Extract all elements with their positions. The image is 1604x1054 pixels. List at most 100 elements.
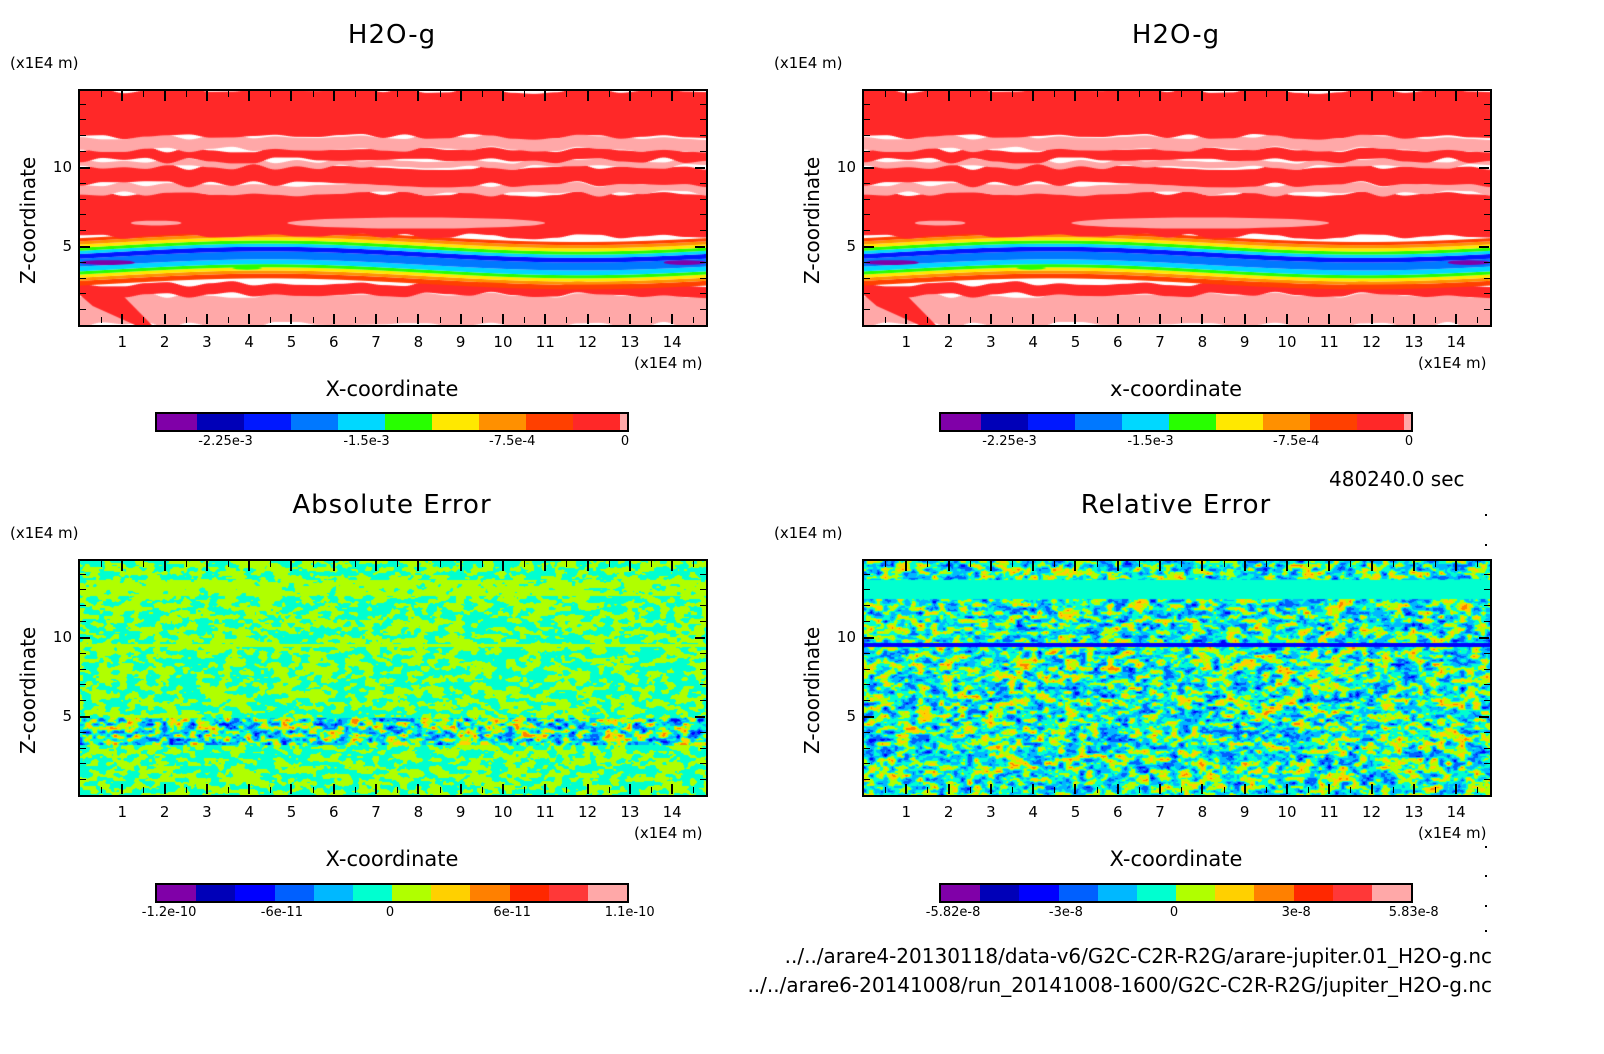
x-major-tick [1074, 91, 1077, 101]
x-axis-label: X-coordinate [325, 847, 459, 871]
x-major-tick [1201, 91, 1204, 101]
x-major-tick [1455, 784, 1458, 794]
x-minor-tick [524, 91, 526, 97]
x-minor-tick [270, 317, 272, 323]
x-tick-label: 7 [1155, 803, 1165, 821]
x-major-tick [1074, 561, 1077, 571]
x-tick-label: 4 [1028, 333, 1038, 351]
x-major-tick [205, 561, 208, 571]
y-minor-tick [864, 779, 870, 781]
x-minor-tick [1350, 91, 1352, 97]
plot-area [78, 89, 708, 327]
y-minor-tick [1484, 779, 1490, 781]
x-minor-tick [693, 787, 695, 793]
y-minor-tick [700, 293, 706, 295]
y-tick-label: 10 [52, 157, 72, 176]
x-minor-tick [1138, 561, 1140, 567]
colorbar-swatch [1215, 885, 1255, 901]
y-minor-tick [80, 763, 86, 765]
y-minor-tick [80, 182, 86, 184]
x-tick-label: 1 [901, 333, 912, 351]
y-major-tick [864, 245, 874, 248]
y-minor-tick [700, 214, 706, 216]
x-tick-label: 2 [943, 333, 954, 351]
x-tick-label: 12 [1362, 803, 1382, 821]
x-tick-label: 14 [662, 803, 682, 821]
colorbar-tick-label: -3e-8 [1048, 905, 1083, 920]
colorbar-swatch [941, 885, 981, 901]
x-axis-label: X-coordinate [325, 377, 459, 401]
x-tick-label: 7 [371, 803, 381, 821]
colorbar-swatch [274, 885, 314, 901]
x-major-tick [905, 561, 908, 571]
x-major-tick [1455, 561, 1458, 571]
x-tick-label: 7 [371, 333, 381, 351]
y-minor-tick [1484, 103, 1490, 105]
x-major-tick [905, 314, 908, 324]
x-minor-tick [1308, 787, 1310, 793]
x-major-tick [1116, 314, 1119, 324]
y-minor-tick [700, 103, 706, 105]
y-minor-tick [80, 700, 86, 702]
x-minor-tick [354, 317, 356, 323]
x-major-tick [501, 91, 504, 101]
colorbar-swatch [1097, 885, 1137, 901]
x-minor-tick [1392, 91, 1394, 97]
contour-field [80, 91, 706, 325]
y-minor-tick [700, 198, 706, 200]
x-tick-label: 2 [943, 803, 954, 821]
colorbar [939, 883, 1413, 903]
x-major-tick [1285, 91, 1288, 101]
colorbar-tick-label: -6e-11 [260, 905, 303, 920]
x-minor-tick [1223, 787, 1225, 793]
colorbar-tick-label: -1.5e-3 [1127, 434, 1174, 449]
colorbar-swatch [1121, 414, 1169, 430]
x-tick-label: 14 [1446, 333, 1466, 351]
x-minor-tick [312, 317, 314, 323]
x-tick-label: 7 [1155, 333, 1165, 351]
y-minor-tick [1484, 214, 1490, 216]
y-tick-label: 10 [52, 627, 72, 646]
y-minor-tick [864, 621, 870, 623]
x-major-tick [671, 784, 674, 794]
x-tick-label: 10 [1277, 803, 1297, 821]
x-major-tick [1116, 91, 1119, 101]
x-minor-tick [1181, 787, 1183, 793]
y-minor-tick [80, 589, 86, 591]
x-tick-label: 9 [1239, 333, 1250, 351]
x-major-tick [544, 784, 547, 794]
y-minor-tick [864, 261, 870, 263]
y-minor-tick [80, 621, 86, 623]
y-minor-tick [864, 277, 870, 279]
x-unit-label: (x1E4 m) [1418, 354, 1487, 372]
x-major-tick [417, 561, 420, 571]
x-major-tick [248, 784, 251, 794]
y-axis-label: Z-coordinate [16, 626, 40, 754]
x-minor-tick [1138, 91, 1140, 97]
x-minor-tick [101, 91, 103, 97]
colorbar-swatch [1027, 414, 1075, 430]
x-major-tick [375, 561, 378, 571]
colorbar-swatch [157, 885, 197, 901]
y-unit-label: (x1E4 m) [774, 54, 843, 72]
x-tick-label: 11 [535, 803, 555, 821]
x-tick-label: 8 [413, 333, 424, 351]
y-minor-tick [1484, 261, 1490, 263]
x-minor-tick [101, 317, 103, 323]
colorbar-tick-label: 3e-8 [1281, 905, 1311, 920]
x-minor-tick [397, 317, 399, 323]
chart-title: H2O-g [347, 20, 437, 50]
x-major-tick [1032, 784, 1035, 794]
x-tick-label: 5 [1070, 333, 1081, 351]
x-minor-tick [397, 561, 399, 567]
x-minor-tick [101, 561, 103, 567]
plot-area [862, 89, 1492, 327]
x-tick-label: 4 [1028, 803, 1038, 821]
x-major-tick [1201, 314, 1204, 324]
x-minor-tick [608, 317, 610, 323]
x-tick-label: 1 [117, 803, 128, 821]
y-major-tick [1479, 636, 1489, 639]
y-minor-tick [700, 135, 706, 137]
x-minor-tick [481, 317, 483, 323]
y-major-tick [80, 166, 90, 169]
